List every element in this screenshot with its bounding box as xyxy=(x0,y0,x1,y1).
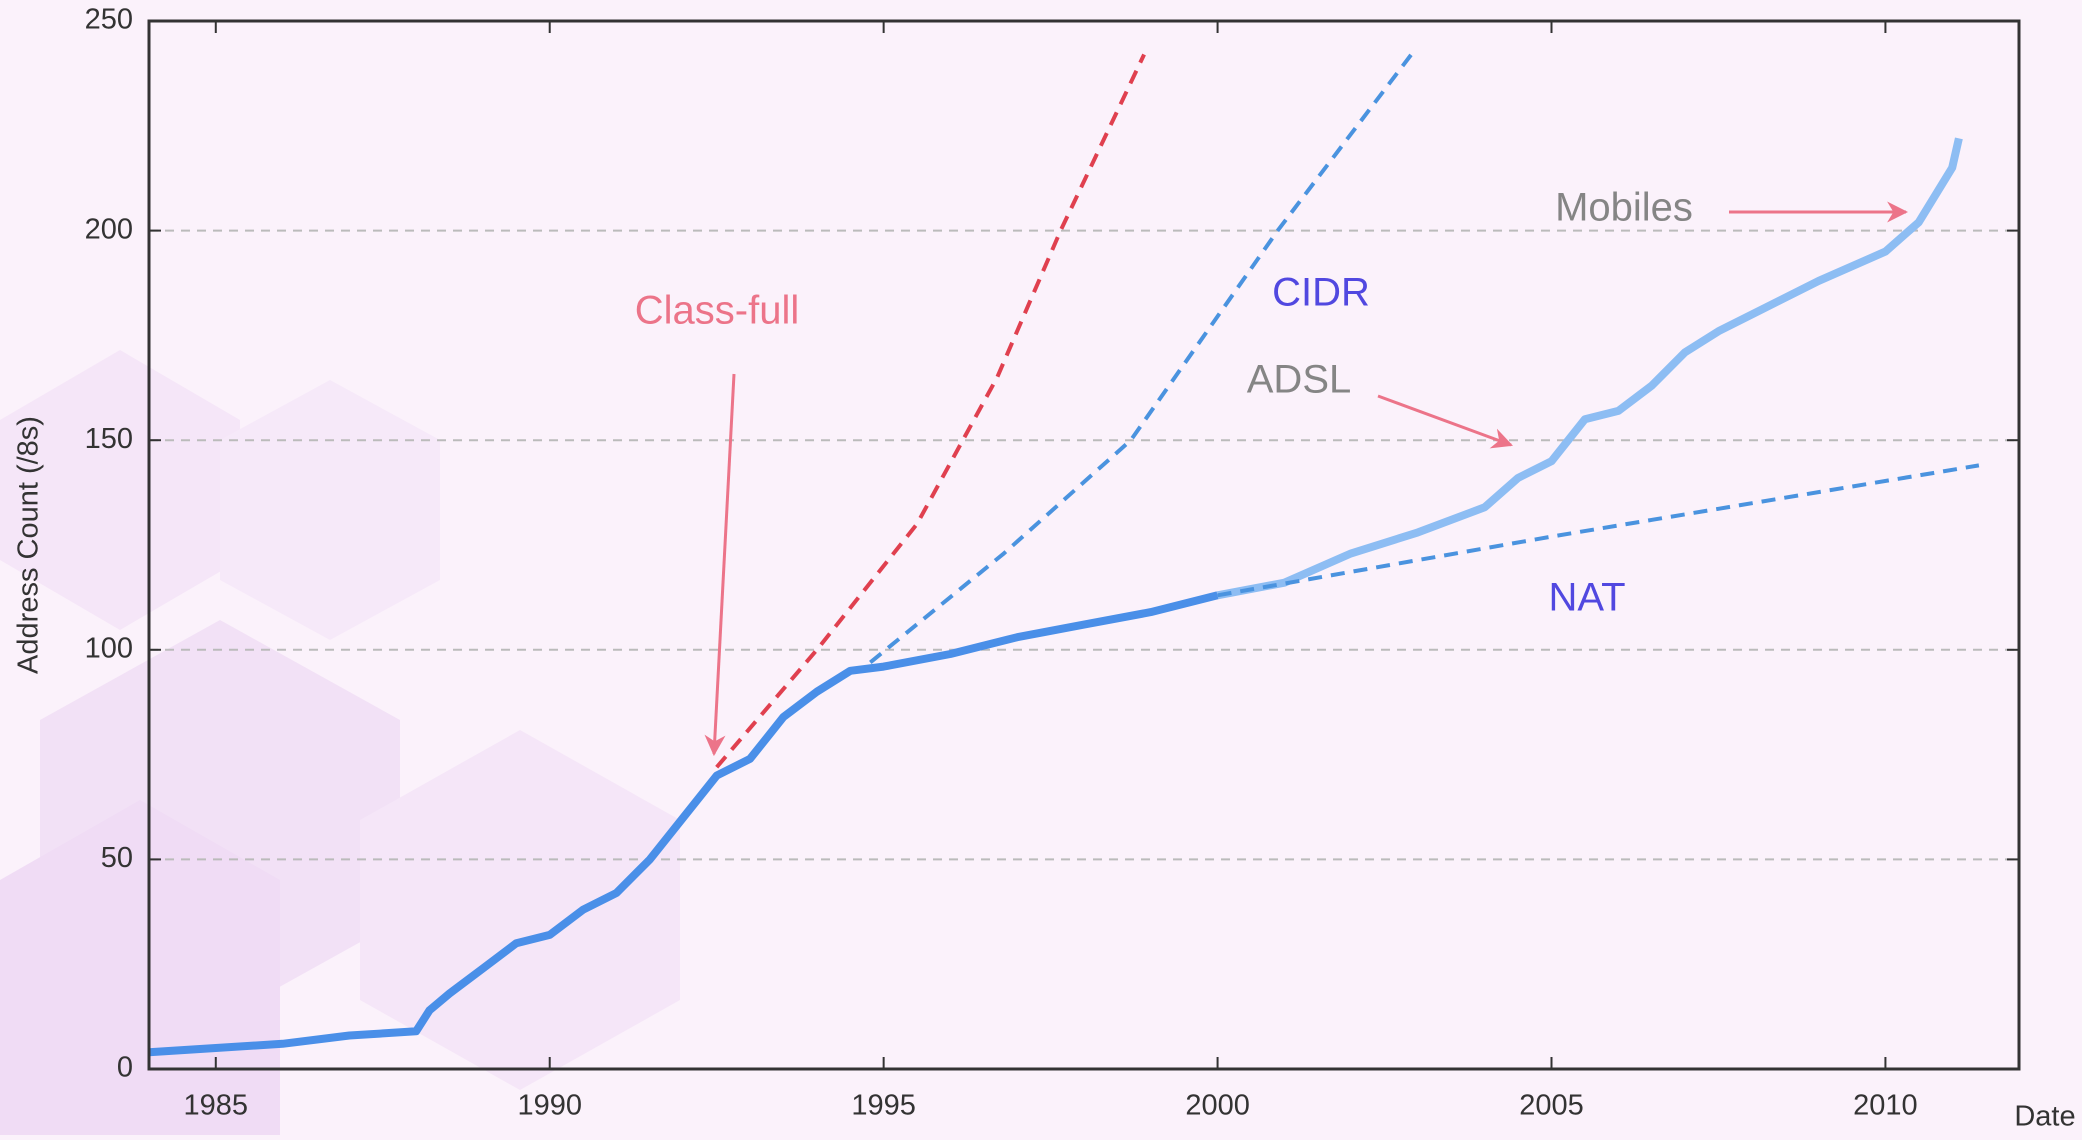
annotation: NAT xyxy=(1548,576,1625,620)
y-tick-label: 0 xyxy=(117,1052,133,1084)
x-tick-label: 1990 xyxy=(517,1090,582,1122)
chart: Address Count (/8s) Date 0 50 100 150 200 250… xyxy=(0,0,2082,1135)
page: {"chart_data": { "type": "line", "y_labe… xyxy=(0,0,2082,1135)
y-tick-label: 50 xyxy=(101,842,133,874)
annotation: Mobiles xyxy=(1555,186,1693,230)
annotation-arrow xyxy=(1378,396,1511,445)
y-tick-label: 100 xyxy=(85,632,133,664)
watermark xyxy=(0,350,680,1135)
annotation: ADSL xyxy=(1247,358,1352,402)
x-axis-label: Date xyxy=(2014,1101,2075,1133)
y-tick-label: 200 xyxy=(85,213,133,245)
annotation-arrow xyxy=(714,374,734,754)
x-tick-label: 2005 xyxy=(1519,1090,1584,1122)
y-axis-label: Address Count (/8s) xyxy=(13,416,45,674)
y-tick-label: 150 xyxy=(85,423,133,455)
x-tick-label: 2010 xyxy=(1853,1090,1918,1122)
x-tick-label: 2000 xyxy=(1185,1090,1250,1122)
annotation: Class-full xyxy=(635,289,799,333)
y-tick-label: 250 xyxy=(85,4,133,36)
x-tick-label: 1985 xyxy=(184,1090,249,1122)
x-tick-label: 1995 xyxy=(851,1090,916,1122)
annotation: CIDR xyxy=(1272,271,1370,315)
